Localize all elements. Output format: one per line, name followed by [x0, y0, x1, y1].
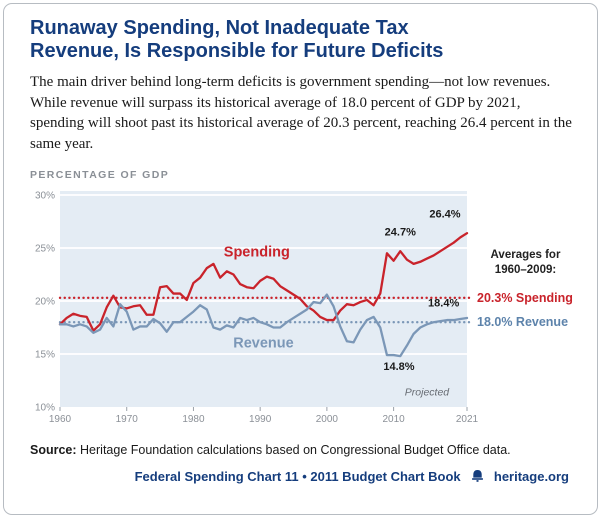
annotation: 14.8% — [383, 361, 414, 373]
revenue-line — [58, 293, 469, 358]
chart-description: The main driver behind long-term deficit… — [30, 74, 572, 152]
heritage-org-link[interactable]: heritage.org — [493, 468, 569, 484]
averages-title: Averages for 1960–2009: — [474, 248, 577, 278]
averages-legend: Averages for 1960–2009: 20.3% Spending 1… — [474, 189, 577, 429]
footer: Federal Spending Chart 11 • 2011 Budget … — [30, 469, 571, 485]
line-chart: 10% 15% 20% 25% 30% 1960 1970 1980 1990 2000 2010 2… — [30, 189, 577, 430]
footer-text: Federal Spending Chart 11 • 2011 Budget … — [134, 468, 461, 484]
chart-card: Runaway Spending, Not Inadequate Tax Rev… — [3, 3, 598, 515]
source-label: Source: — [30, 442, 77, 457]
x-tick-label: 1970 — [116, 414, 139, 425]
heritage-bell-icon — [471, 469, 484, 485]
averages-title-line1: Averages for — [490, 248, 561, 261]
y-tick-label: 15% — [35, 349, 55, 360]
chart-canvas: 10% 15% 20% 25% 30% 1960 1970 1980 1990 2000 2010 2… — [35, 190, 479, 425]
revenue-series-label: Revenue — [233, 336, 293, 352]
y-axis-heading: PERCENTAGE OF GDP — [30, 168, 170, 181]
source-text: Heritage Foundation calculations based o… — [76, 442, 511, 457]
spending-line — [58, 231, 469, 332]
page-title-line1: Runaway Spending, Not Inadequate Tax — [30, 17, 409, 39]
y-tick-label: 30% — [35, 190, 55, 201]
spending-average-label: 20.3% Spending — [477, 290, 573, 305]
annotation: 18.4% — [428, 297, 459, 309]
x-tick-label: 2021 — [456, 414, 479, 425]
y-tick-label: 25% — [35, 243, 55, 254]
averages-title-line2: 1960–2009: — [494, 263, 557, 276]
y-tick-label: 20% — [35, 296, 55, 307]
x-tick-label: 1960 — [49, 414, 72, 425]
x-tick-label: 1980 — [182, 414, 205, 425]
revenue-average-label: 18.0% Revenue — [477, 315, 569, 330]
page-title: Runaway Spending, Not Inadequate Tax Rev… — [30, 17, 571, 63]
plot-area — [60, 190, 467, 407]
y-tick-label: 10% — [35, 402, 55, 413]
annotation: 26.4% — [429, 208, 460, 220]
spending-series-label: Spending — [224, 244, 290, 260]
source-note: Source: Heritage Foundation calculations… — [30, 443, 571, 457]
x-tick-label: 2000 — [316, 414, 339, 425]
x-tick-label: 2010 — [382, 414, 405, 425]
page-title-line2: Revenue, Is Responsible for Future Defic… — [30, 40, 444, 63]
annotation: Projected — [405, 386, 451, 398]
annotation: 24.7% — [385, 226, 416, 238]
x-tick-label: 1990 — [249, 414, 272, 425]
